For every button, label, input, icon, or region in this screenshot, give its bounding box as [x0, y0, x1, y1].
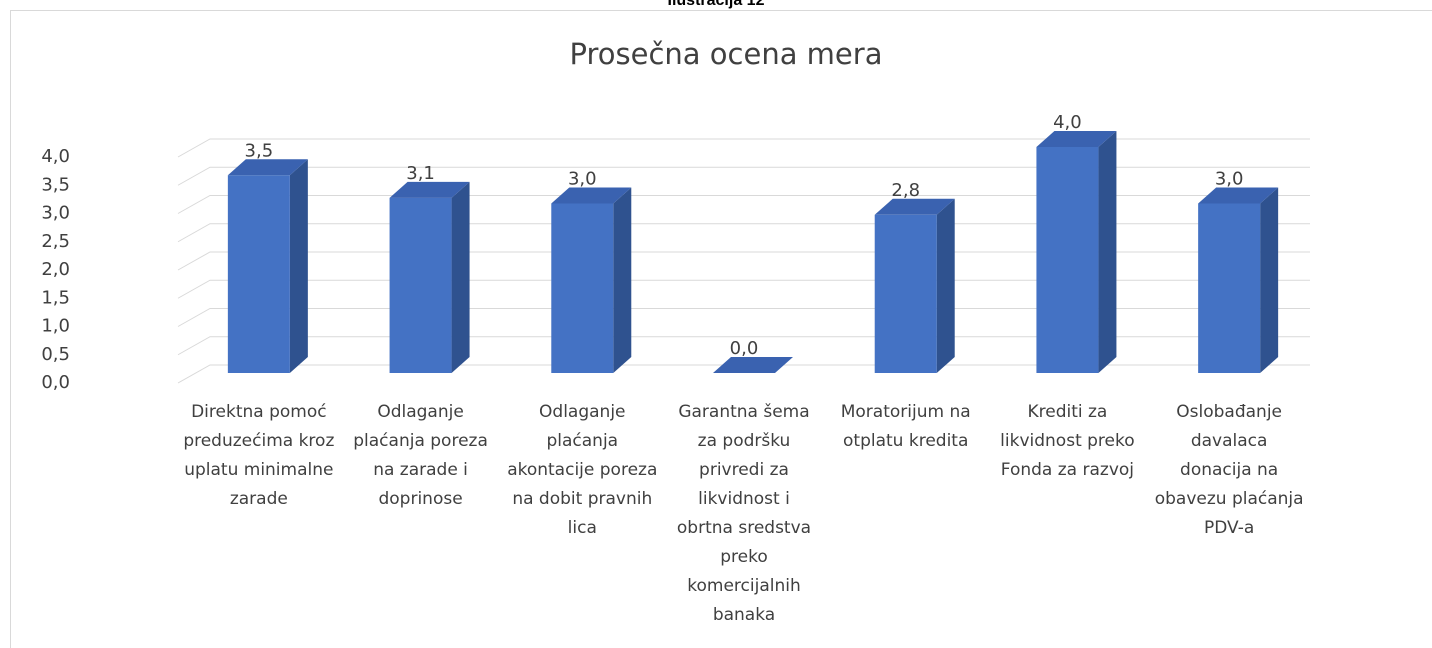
bar-top [1036, 131, 1117, 147]
x-tick-label: Garantna šema za podršku privredi za lik… [676, 402, 812, 625]
y-tick-label: 2,0 [41, 259, 70, 280]
bar-side [289, 159, 308, 373]
grid-line [177, 223, 1310, 243]
bar-top [227, 159, 308, 176]
grid-line [177, 166, 1310, 186]
value-label: 3,0 [1215, 169, 1244, 190]
bar [1036, 147, 1099, 373]
x-tick-label: Krediti za likvidnost preko Fonda za raz… [1000, 402, 1135, 480]
value-label: 0,0 [730, 338, 759, 359]
bar [1198, 203, 1261, 373]
y-tick-label: 0,0 [41, 372, 70, 393]
y-tick-label: 4,0 [41, 146, 70, 167]
y-tick-label: 3,5 [41, 174, 70, 195]
bar-side [451, 181, 470, 373]
bar-side [936, 198, 955, 373]
value-label: 3,1 [406, 163, 435, 184]
bar-top [389, 181, 470, 198]
x-tick-label: Moratorijum na otplatu kredita [840, 402, 971, 451]
x-tick-label: Odlaganje plaćanja akontacije poreza na … [507, 402, 658, 538]
value-label: 3,5 [245, 140, 274, 161]
grid-line [177, 279, 1310, 299]
y-tick-label: 1,5 [41, 287, 70, 308]
grid-line [177, 251, 1310, 271]
caption: Ilustracija 12 [667, 0, 765, 9]
x-tick-label: Direktna pomoć preduzećima kroz uplatu m… [183, 402, 335, 509]
chart-title: Prosečna ocena mera [570, 37, 883, 71]
chart-border [10, 10, 1432, 648]
bar-side [1098, 131, 1117, 373]
bar-top [551, 187, 632, 204]
y-tick-label: 3,0 [41, 203, 70, 224]
bar [874, 214, 937, 373]
bar-top [713, 357, 793, 373]
grid-line [177, 138, 1310, 158]
x-tick-label: Oslobađanje davalaca donacija na obavezu… [1154, 402, 1304, 538]
bar [389, 197, 452, 373]
bar-side [613, 187, 632, 373]
bar-side [1260, 187, 1279, 373]
value-label: 3,0 [568, 169, 597, 190]
grid-line [177, 195, 1310, 214]
y-tick-label: 1,0 [41, 316, 70, 337]
value-label: 2,8 [891, 180, 920, 201]
bar-top [874, 198, 955, 215]
grid-line [177, 308, 1310, 327]
y-tick-label: 2,5 [41, 231, 70, 252]
y-tick-label: 0,5 [41, 344, 70, 365]
bar [227, 175, 290, 373]
x-tick-label: Odlaganje plaćanja poreza na zarade i do… [353, 402, 488, 509]
bar [551, 203, 614, 373]
value-label: 4,0 [1053, 112, 1082, 133]
bar-top [1198, 187, 1279, 204]
